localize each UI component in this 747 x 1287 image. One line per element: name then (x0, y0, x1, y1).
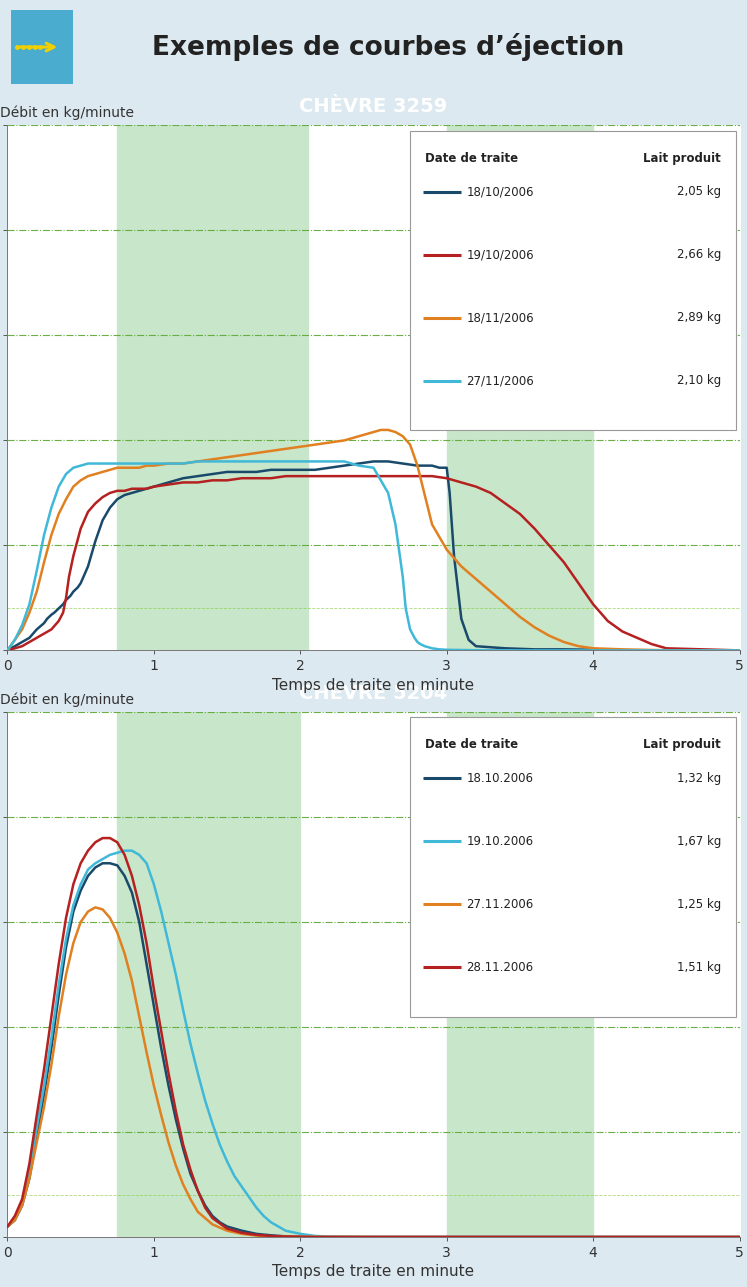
FancyBboxPatch shape (410, 131, 736, 430)
Text: 19.10.2006: 19.10.2006 (466, 835, 533, 848)
Text: 19/10/2006: 19/10/2006 (466, 248, 534, 261)
Bar (117, 126, 308, 650)
Text: 28.11.2006: 28.11.2006 (466, 960, 533, 974)
Text: 27.11.2006: 27.11.2006 (466, 898, 533, 911)
Text: 27/11/2006: 27/11/2006 (466, 375, 534, 387)
FancyBboxPatch shape (410, 717, 736, 1017)
Text: 18/11/2006: 18/11/2006 (466, 311, 534, 324)
Text: 1,51 kg: 1,51 kg (677, 960, 721, 974)
Text: 1,25 kg: 1,25 kg (677, 898, 721, 911)
Text: Débit en kg/minute: Débit en kg/minute (0, 692, 134, 707)
Text: 2,66 kg: 2,66 kg (677, 248, 721, 261)
Text: 18/10/2006: 18/10/2006 (466, 185, 534, 198)
Text: CHÈVRE 3259: CHÈVRE 3259 (300, 97, 447, 116)
Text: Exemples de courbes d’éjection: Exemples de courbes d’éjection (152, 33, 624, 60)
Text: 18.10.2006: 18.10.2006 (466, 772, 533, 785)
Text: CHÈVRE 5204: CHÈVRE 5204 (300, 683, 447, 703)
Text: Lait produit: Lait produit (643, 739, 721, 752)
Bar (117, 712, 300, 1237)
Text: 2,89 kg: 2,89 kg (677, 311, 721, 324)
Text: 2,05 kg: 2,05 kg (677, 185, 721, 198)
FancyBboxPatch shape (11, 10, 73, 84)
Text: Date de traite: Date de traite (425, 739, 518, 752)
Text: Date de traite: Date de traite (425, 152, 518, 165)
Bar (447, 126, 593, 650)
X-axis label: Temps de traite en minute: Temps de traite en minute (273, 1264, 474, 1279)
Text: Débit en kg/minute: Débit en kg/minute (0, 106, 134, 120)
Text: 2,10 kg: 2,10 kg (677, 375, 721, 387)
Bar (447, 712, 593, 1237)
Text: 1,67 kg: 1,67 kg (677, 835, 721, 848)
Text: 1,32 kg: 1,32 kg (677, 772, 721, 785)
Text: Lait produit: Lait produit (643, 152, 721, 165)
X-axis label: Temps de traite en minute: Temps de traite en minute (273, 677, 474, 692)
